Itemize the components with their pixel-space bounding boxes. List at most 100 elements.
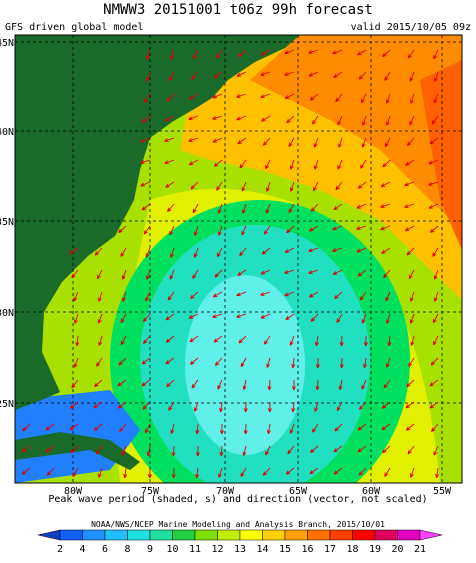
vector (356, 203, 367, 209)
vector (338, 379, 343, 391)
vector (310, 445, 319, 454)
colorbar-cell (307, 529, 331, 541)
vector (188, 137, 199, 142)
vector (433, 49, 439, 60)
colorbar-label: 12 (211, 544, 223, 555)
vector (405, 423, 415, 431)
vector (380, 225, 391, 231)
vector (69, 401, 79, 409)
vector (289, 181, 295, 192)
vector (146, 269, 151, 280)
vector (310, 203, 319, 212)
vector (188, 313, 199, 319)
vector (433, 93, 439, 104)
vector (214, 269, 223, 278)
colorbar-label: 21 (414, 544, 426, 555)
vector (237, 137, 247, 145)
vector (407, 49, 415, 59)
colorbar-cell (217, 529, 241, 541)
vector (218, 467, 223, 478)
lat-label: 35N (0, 217, 14, 228)
vector (336, 313, 343, 323)
vector (284, 49, 295, 55)
vector (165, 357, 175, 365)
vector (241, 181, 247, 192)
colorbar-cell (127, 529, 151, 541)
lon-label: 70W (216, 486, 235, 497)
vector (165, 335, 175, 343)
vector (239, 159, 247, 169)
vector (333, 467, 343, 475)
vector (118, 225, 127, 234)
vector (260, 49, 271, 56)
lat-label: 30N (0, 308, 14, 319)
vector (212, 291, 223, 298)
vector (404, 203, 415, 208)
vector (289, 423, 295, 434)
vector (94, 379, 103, 388)
colorbar-title: NOAA/NWS/NCEP Marine Modeling and Analys… (91, 520, 385, 529)
colorbar-cell (149, 529, 173, 541)
vector (46, 467, 55, 476)
vector (334, 423, 343, 432)
vector (432, 335, 439, 346)
vector (168, 401, 175, 411)
vector (384, 137, 391, 148)
vector (286, 115, 295, 124)
vector (71, 379, 79, 389)
vector (262, 467, 271, 476)
vector (333, 71, 343, 79)
vector (382, 445, 391, 454)
vector (190, 291, 199, 299)
vector (141, 115, 151, 123)
vector (193, 401, 199, 412)
vector (384, 71, 391, 81)
vector (430, 357, 439, 366)
vector (69, 247, 79, 255)
vector (386, 115, 391, 126)
vector (333, 445, 343, 453)
vector (192, 203, 199, 214)
colorbar-end (419, 529, 443, 541)
vector (73, 291, 79, 302)
vector (409, 71, 415, 82)
vector (214, 357, 223, 366)
vector (357, 445, 367, 453)
vector (121, 445, 127, 456)
vector (236, 313, 247, 318)
vector (404, 181, 415, 187)
vector (167, 291, 175, 301)
vector (243, 423, 248, 435)
vector (165, 313, 175, 321)
vector (70, 445, 79, 454)
vector (284, 93, 295, 100)
vector (265, 159, 271, 170)
vector (385, 357, 391, 368)
vector (171, 467, 176, 479)
vector (22, 423, 31, 432)
vector (362, 115, 367, 126)
colorbar-label: 14 (256, 544, 268, 555)
lon-label: 65W (289, 486, 308, 497)
vector (313, 137, 319, 148)
vector (240, 467, 247, 477)
vector (195, 467, 200, 479)
vector (361, 137, 367, 148)
vector (407, 445, 415, 455)
vector (190, 181, 199, 190)
vector (171, 445, 176, 457)
vector (215, 49, 223, 59)
vector (170, 49, 175, 60)
vector (216, 181, 223, 191)
vector (338, 137, 343, 148)
vector (433, 445, 439, 456)
colorbar-label: 17 (324, 544, 336, 555)
vector (357, 423, 367, 431)
vector (383, 379, 391, 389)
vector (120, 313, 127, 324)
vector (428, 181, 439, 186)
wave-vectors (21, 49, 440, 479)
vector (236, 291, 247, 297)
vector (291, 357, 296, 369)
vector (71, 269, 79, 279)
